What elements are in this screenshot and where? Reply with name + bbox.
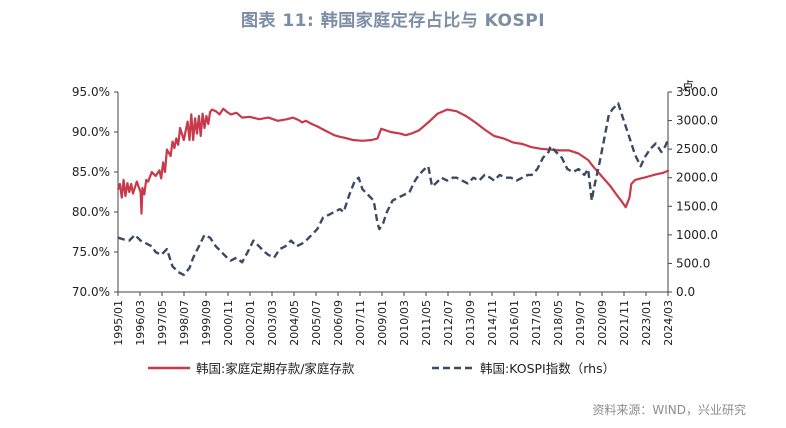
x-tick-label: 1998/07 — [178, 300, 191, 346]
x-tick-label: 1997/05 — [156, 300, 169, 346]
x-tick-label: 2004/05 — [288, 300, 301, 346]
x-tick-label: 1995/01 — [112, 300, 125, 346]
x-tick-label: 2012/07 — [442, 300, 455, 346]
y-left-tick-label: 95.0% — [72, 85, 110, 99]
x-tick-label: 2013/09 — [464, 300, 477, 346]
y-left-tick-label: 80.0% — [72, 205, 110, 219]
series-line-2 — [117, 102, 671, 277]
y-right-tick-label: 1500.0 — [676, 199, 718, 213]
chart-series — [116, 102, 671, 277]
x-tick-label: 2018/05 — [552, 300, 565, 346]
y-left-tick-label: 90.0% — [72, 125, 110, 139]
x-tick-label: 2010/03 — [398, 300, 411, 346]
x-tick-label: 2007/11 — [354, 300, 367, 346]
x-tick-label: 2017/03 — [530, 300, 543, 346]
legend-label-1: 韩国:家庭定期存款/家庭存款 — [196, 361, 355, 376]
x-tick-label: 2019/07 — [574, 300, 587, 346]
x-tick-label: 2014/11 — [486, 300, 499, 346]
y-right-tick-label: 500.0 — [676, 256, 710, 270]
chart-legend: 韩国:家庭定期存款/家庭存款 韩国:KOSPI指数（rhs） — [148, 361, 615, 376]
x-tick-label: 2021/11 — [618, 300, 631, 346]
y-right-tick-label: 2500.0 — [676, 142, 718, 156]
y-left-tick-label: 85.0% — [72, 165, 110, 179]
y-right-tick-label: 2000.0 — [676, 171, 718, 185]
source-note: 资料来源：WIND，兴业研究 — [592, 403, 746, 417]
x-tick-label: 2011/05 — [420, 300, 433, 346]
x-tick-label: 2023/01 — [640, 300, 653, 346]
x-tick-label: 2006/09 — [332, 300, 345, 346]
series-line-1 — [116, 107, 670, 215]
y-right-unit-label: 点 — [682, 79, 694, 93]
x-tick-label: 2003/03 — [266, 300, 279, 346]
x-tick-label: 2020/09 — [596, 300, 609, 346]
x-tick-label: 1996/03 — [134, 300, 147, 346]
x-tick-label: 2009/01 — [376, 300, 389, 346]
chart-title: 图表 11: 韩国家庭定存占比与 KOSPI — [240, 11, 546, 31]
y-left-tick-label: 75.0% — [72, 245, 110, 259]
x-tick-label: 2000/11 — [222, 300, 235, 346]
y-right-tick-label: 1000.0 — [676, 228, 718, 242]
chart-axes: 95.0% 90.0% 85.0% 80.0% 75.0% 70.0% 3500.0 3000… — [72, 79, 718, 346]
y-right-tick-label: 0.0 — [676, 285, 695, 299]
x-tick-label: 2016/01 — [508, 300, 521, 346]
legend-label-2: 韩国:KOSPI指数（rhs） — [480, 361, 615, 376]
x-tick-label: 2005/07 — [310, 300, 323, 346]
y-right-tick-label: 3000.0 — [676, 114, 718, 128]
x-tick-label: 2002/01 — [244, 300, 257, 346]
x-tick-label: 1999/09 — [200, 300, 213, 346]
x-tick-label: 2024/03 — [662, 300, 675, 346]
y-left-tick-label: 70.0% — [72, 285, 110, 299]
y-right-tick-label: 3500.0 — [676, 85, 718, 99]
